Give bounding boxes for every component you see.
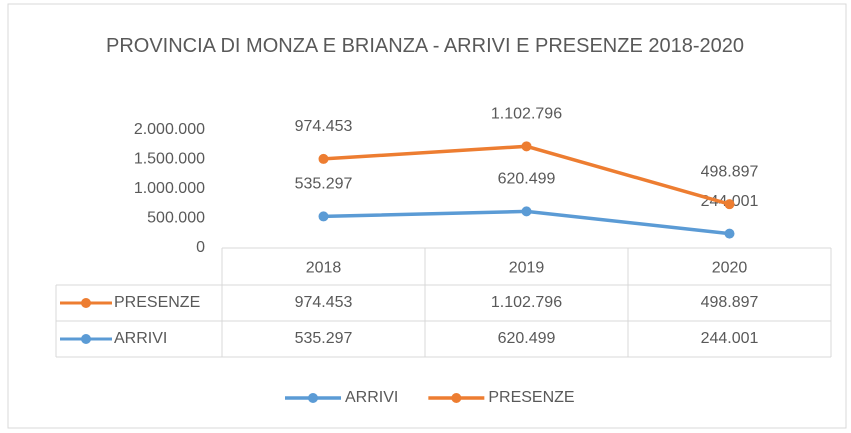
table-cell: 244.001 bbox=[701, 330, 759, 347]
legend-label: PRESENZE bbox=[488, 389, 574, 406]
line-marker bbox=[318, 153, 329, 164]
y-tick-label: 500.000 bbox=[147, 210, 205, 227]
data-label: 535.297 bbox=[295, 176, 353, 193]
data-label: 1.102.796 bbox=[491, 106, 562, 123]
line-marker bbox=[521, 206, 532, 217]
x-tick-label: 2018 bbox=[306, 260, 342, 277]
legend-marker bbox=[451, 393, 462, 403]
x-tick-label: 2019 bbox=[509, 260, 545, 277]
table-row-label: ARRIVI bbox=[114, 330, 167, 347]
table-cell: 620.499 bbox=[498, 330, 556, 347]
table-cell: 1.102.796 bbox=[491, 294, 562, 311]
table-cell: 535.297 bbox=[295, 330, 353, 347]
table-legend-marker bbox=[81, 334, 91, 344]
y-tick-label: 1.500.000 bbox=[134, 151, 205, 168]
legend-label: ARRIVI bbox=[345, 389, 398, 406]
line-marker bbox=[724, 228, 735, 239]
table-cell: 498.897 bbox=[701, 294, 759, 311]
line-marker bbox=[724, 199, 735, 210]
y-tick-label: 1.000.000 bbox=[134, 180, 205, 197]
line-marker bbox=[521, 141, 532, 152]
y-tick-label: 0 bbox=[196, 239, 205, 256]
data-label: 974.453 bbox=[295, 118, 353, 135]
data-label: 498.897 bbox=[701, 163, 759, 180]
legend-marker bbox=[308, 393, 318, 403]
chart-frame bbox=[7, 3, 847, 429]
chart-title: PROVINCIA DI MONZA E BRIANZA - ARRIVI E … bbox=[106, 35, 744, 57]
line-marker bbox=[318, 211, 329, 222]
x-tick-label: 2020 bbox=[712, 260, 748, 277]
data-label: 620.499 bbox=[498, 171, 556, 188]
y-tick-label: 2.000.000 bbox=[134, 121, 205, 138]
table-cell: 974.453 bbox=[295, 294, 353, 311]
table-legend-marker bbox=[81, 298, 91, 308]
table-row-label: PRESENZE bbox=[114, 294, 200, 311]
